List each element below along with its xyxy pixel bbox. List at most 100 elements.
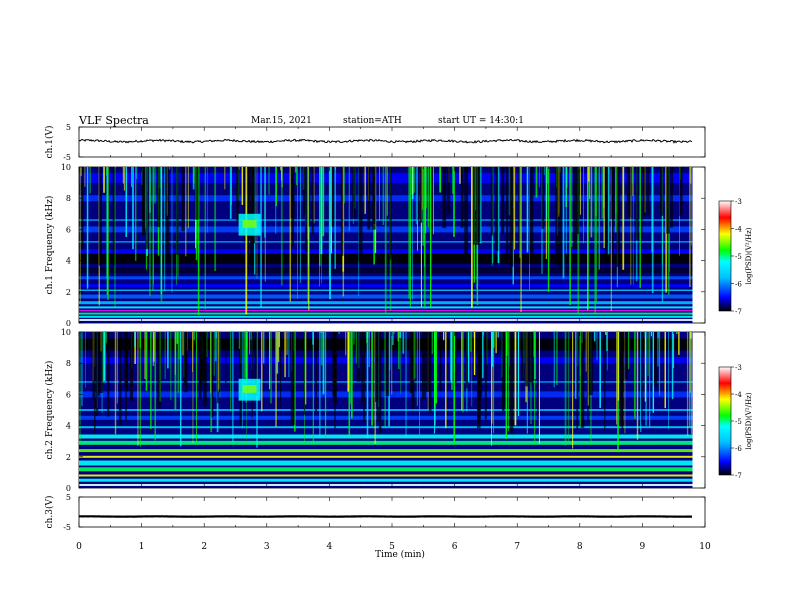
sferic-streak: [462, 332, 464, 413]
quiet-gap: [99, 332, 103, 393]
quiet-gap: [646, 167, 650, 216]
quiet-gap: [501, 332, 505, 411]
quiet-gap: [558, 167, 563, 268]
quiet-gap: [660, 167, 664, 216]
sferic-streak: [193, 332, 195, 341]
sferic-streak: [649, 332, 651, 428]
sferic-streak: [174, 332, 177, 411]
sferic-streak: [345, 332, 347, 356]
dc-strip: [79, 319, 693, 321]
x-tick-label: 8: [577, 542, 583, 552]
sferic-streak: [355, 332, 358, 364]
sferic-streak: [243, 332, 245, 392]
sferic-streak: [632, 167, 634, 185]
sferic-streak: [322, 167, 325, 237]
sferic-streak: [636, 332, 639, 440]
sferic-streak: [517, 332, 520, 416]
sferic-streak: [276, 332, 279, 374]
quiet-gap: [112, 167, 115, 266]
sferic-streak: [269, 332, 271, 390]
sferic-streak: [131, 167, 132, 188]
quiet-gap: [420, 167, 423, 223]
x-axis-title: Time (min): [375, 549, 425, 560]
ch1-spectrogram-image: [79, 167, 693, 323]
sferic-streak: [176, 332, 179, 344]
sferic-streak: [281, 167, 283, 188]
x-tick-label: 7: [514, 542, 520, 552]
x-tick-label: 10: [699, 542, 711, 552]
sferic-streak: [450, 332, 452, 381]
sferic-streak: [384, 167, 387, 313]
sferic-streak: [182, 332, 185, 356]
sferic-streak: [313, 167, 315, 224]
figure-title: VLF Spectra: [78, 114, 149, 127]
sferic-streak: [164, 332, 166, 379]
ch1-colorbar: -3 -4 -5 -6 -7 log(PSD)(V²/Hz): [718, 198, 753, 316]
sferic-streak: [398, 332, 400, 369]
sferic-streak: [610, 167, 612, 312]
quiet-gap: [358, 167, 363, 262]
sferic-streak: [508, 332, 510, 367]
sferic-streak: [134, 332, 136, 348]
y-tick-label: 4: [66, 257, 71, 266]
sferic-streak: [603, 167, 605, 248]
quiet-gap: [422, 332, 426, 399]
sferic-streak: [497, 167, 500, 264]
sferic-streak: [230, 332, 232, 412]
sferic-streak: [585, 332, 587, 372]
sferic-streak: [420, 167, 422, 307]
sferic-streak: [250, 332, 252, 340]
sferic-streak: [213, 332, 215, 376]
sferic-streak: [590, 167, 592, 238]
sferic-streak: [443, 332, 445, 341]
quiet-gap: [666, 167, 670, 234]
quiet-gap: [635, 167, 639, 241]
sferic-streak: [587, 167, 589, 311]
sferic-streak: [634, 332, 636, 419]
quiet-gap: [512, 167, 514, 241]
colorbar-label: log(PSD)(V²/Hz): [745, 392, 753, 449]
sferic-streak: [577, 167, 580, 314]
y-tick-label: 2: [66, 288, 71, 297]
y-tick-label: -5: [63, 153, 71, 162]
sferic-streak: [596, 332, 598, 361]
sferic-streak: [154, 332, 156, 441]
sferic-streak: [664, 332, 666, 409]
sferic-streak: [414, 167, 415, 193]
sferic-streak: [471, 332, 473, 407]
y-tick-label: 5: [66, 493, 71, 502]
quiet-gap: [98, 167, 102, 266]
quiet-gap: [604, 332, 606, 429]
sferic-streak: [593, 332, 596, 342]
sferic-streak: [231, 167, 232, 206]
sferic-streak: [439, 167, 442, 193]
sferic-streak: [371, 332, 373, 369]
quiet-gap: [308, 167, 311, 227]
quiet-gap: [555, 167, 559, 265]
sferic-streak: [289, 167, 292, 302]
sferic-streak: [486, 332, 488, 365]
sferic-streak: [215, 332, 218, 339]
sferic-streak: [645, 332, 647, 426]
sferic-streak: [650, 332, 652, 337]
sferic-streak: [608, 167, 610, 174]
sferic-streak: [180, 332, 182, 447]
sferic-streak: [294, 332, 296, 432]
sferic-streak: [491, 332, 494, 367]
sferic-streak: [132, 167, 134, 250]
sferic-streak: [595, 167, 597, 216]
sferic-streak: [245, 332, 247, 403]
sferic-streak: [334, 167, 336, 269]
y-tick-label: 6: [66, 225, 71, 234]
sferic-streak: [137, 332, 139, 446]
sferic-streak: [280, 167, 283, 286]
quiet-gap: [518, 167, 520, 251]
sferic-streak: [658, 332, 661, 396]
sferic-streak: [547, 167, 550, 292]
sferic-streak: [154, 167, 156, 204]
x-tick-label: 9: [640, 542, 646, 552]
sferic-streak: [393, 332, 395, 334]
quiet-gap: [333, 332, 337, 405]
sferic-streak: [461, 332, 463, 411]
sferic-streak: [430, 167, 432, 307]
